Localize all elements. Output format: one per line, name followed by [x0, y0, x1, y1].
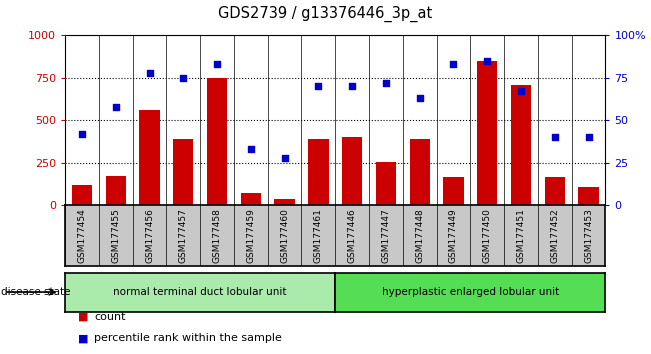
Point [279, 155, 290, 161]
Point [482, 58, 492, 64]
Bar [105, 176, 126, 205]
Text: disease state: disease state [1, 287, 70, 297]
Text: GSM177458: GSM177458 [213, 208, 221, 263]
Text: count: count [94, 312, 126, 322]
Text: percentile rank within the sample: percentile rank within the sample [94, 333, 283, 343]
Text: ■: ■ [78, 312, 89, 322]
Bar [241, 193, 261, 205]
Point [583, 135, 594, 140]
Bar [275, 199, 295, 205]
Text: GSM177457: GSM177457 [179, 208, 187, 263]
Point [516, 88, 526, 94]
Text: GSM177451: GSM177451 [516, 208, 525, 263]
Bar [443, 177, 464, 205]
Bar [545, 177, 565, 205]
Point [415, 96, 425, 101]
Point [178, 75, 189, 81]
Text: hyperplastic enlarged lobular unit: hyperplastic enlarged lobular unit [381, 287, 559, 297]
Bar [173, 139, 193, 205]
Text: GSM177449: GSM177449 [449, 208, 458, 263]
Text: GSM177455: GSM177455 [111, 208, 120, 263]
Bar [139, 110, 159, 205]
Text: normal terminal duct lobular unit: normal terminal duct lobular unit [113, 287, 287, 297]
Text: GSM177453: GSM177453 [584, 208, 593, 263]
Point [212, 62, 222, 67]
Bar [72, 185, 92, 205]
Text: GSM177459: GSM177459 [246, 208, 255, 263]
Bar [578, 188, 599, 205]
Text: GSM177452: GSM177452 [550, 208, 559, 263]
Text: GSM177454: GSM177454 [77, 208, 87, 263]
Point [347, 84, 357, 89]
Text: GSM177446: GSM177446 [348, 208, 357, 263]
Point [313, 84, 324, 89]
Bar [342, 137, 362, 205]
Text: GSM177450: GSM177450 [483, 208, 492, 263]
Text: GSM177456: GSM177456 [145, 208, 154, 263]
Text: GSM177448: GSM177448 [415, 208, 424, 263]
Text: GDS2739 / g13376446_3p_at: GDS2739 / g13376446_3p_at [218, 5, 433, 22]
Point [449, 62, 459, 67]
Point [245, 147, 256, 152]
Point [77, 131, 87, 137]
Text: GSM177460: GSM177460 [280, 208, 289, 263]
Bar [409, 139, 430, 205]
Point [111, 104, 121, 110]
Text: ■: ■ [78, 333, 89, 343]
Bar [308, 139, 329, 205]
Point [145, 70, 155, 76]
Bar [477, 61, 497, 205]
Text: GSM177461: GSM177461 [314, 208, 323, 263]
Text: GSM177447: GSM177447 [381, 208, 391, 263]
Point [381, 80, 391, 86]
Bar [511, 85, 531, 205]
Point [549, 135, 560, 140]
Bar [376, 162, 396, 205]
Bar [207, 78, 227, 205]
